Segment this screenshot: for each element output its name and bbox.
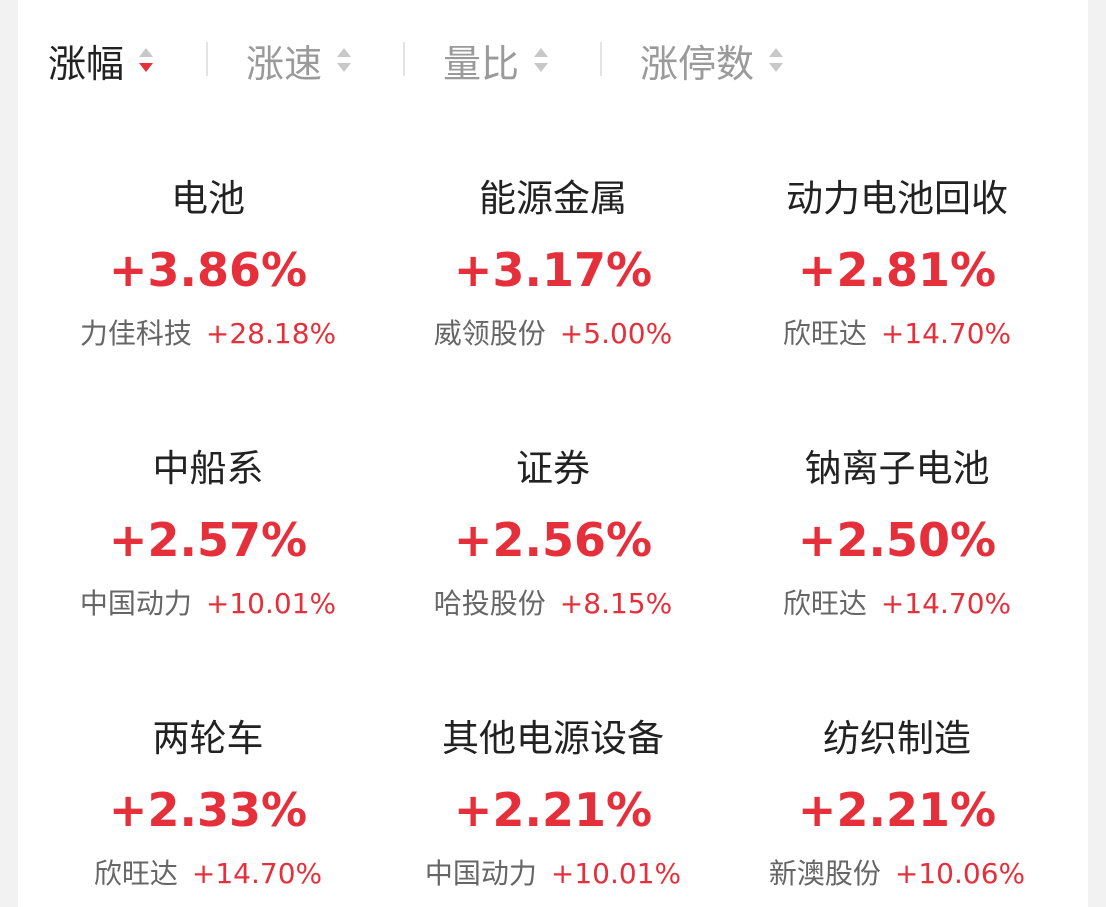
sector-name: 动力电池回收 [786, 177, 1008, 220]
leader-row: 欣旺达 +14.70% [732, 582, 1062, 626]
sector-cell[interactable]: 证券 +2.56% 哈投股份 +8.15% [388, 444, 718, 626]
sector-name: 两轮车 [152, 717, 264, 760]
sector-name: 电池 [171, 177, 245, 220]
leader-change: +14.70% [880, 317, 1012, 350]
sort-down [139, 63, 154, 72]
sector-cell[interactable]: 能源金属 +3.17% 威领股份 +5.00% [388, 174, 718, 356]
leader-name: 欣旺达 [782, 587, 867, 620]
sort-arrows [769, 48, 784, 72]
sector-name: 证券 [516, 447, 590, 490]
leader-row: 力佳科技 +28.18% [43, 312, 373, 356]
sort-up [769, 48, 784, 57]
sector-cell[interactable]: 钠离子电池 +2.50% 欣旺达 +14.70% [732, 444, 1062, 626]
leader-row: 新澳股份 +10.06% [732, 852, 1062, 896]
sort-tab[interactable]: 涨停数 [640, 36, 786, 86]
leader-row: 欣旺达 +14.70% [732, 312, 1062, 356]
leader-change: +5.00% [559, 317, 673, 350]
sector-change: +2.81% [797, 243, 997, 297]
leader-name: 欣旺达 [782, 317, 867, 350]
leader-row: 哈投股份 +8.15% [388, 582, 718, 626]
sort-arrows [534, 48, 549, 72]
sector-change: +3.17% [453, 243, 653, 297]
sort-down [337, 63, 352, 72]
sector-cell[interactable]: 动力电池回收 +2.81% 欣旺达 +14.70% [732, 174, 1062, 356]
leader-name: 新澳股份 [768, 857, 881, 890]
sort-tab[interactable]: 量比 [443, 36, 551, 86]
leader-name: 中国动力 [79, 587, 192, 620]
sector-cell[interactable]: 纺织制造 +2.21% 新澳股份 +10.06% [732, 714, 1062, 896]
sector-cell[interactable]: 其他电源设备 +2.21% 中国动力 +10.01% [388, 714, 718, 896]
sector-name: 中船系 [152, 447, 264, 490]
leader-name: 哈投股份 [433, 587, 546, 620]
tab-label: 涨停数 [640, 41, 755, 86]
sort-arrows [139, 48, 154, 72]
sector-name: 其他电源设备 [442, 717, 664, 760]
sector-card: 涨幅 涨速 量比 涨停数电池 +3.86% 力佳科技 +28.18% 能源金属 +3.17% 威领… [18, 0, 1088, 907]
sector-name: 能源金属 [479, 177, 627, 220]
leader-change: +8.15% [559, 587, 673, 620]
leader-change: +14.70% [191, 857, 323, 890]
sector-change: +3.86% [108, 243, 308, 297]
tab-label: 涨速 [246, 41, 323, 86]
sector-name: 钠离子电池 [804, 447, 990, 490]
sort-tab[interactable]: 涨速 [246, 36, 354, 86]
leader-change: +10.01% [550, 857, 682, 890]
sort-down [769, 63, 784, 72]
sort-up [534, 48, 549, 57]
sort-up [337, 48, 352, 57]
sort-up [139, 48, 154, 57]
sector-name: 纺织制造 [823, 717, 971, 760]
sector-change: +2.50% [797, 513, 997, 567]
tab-separator [206, 42, 208, 76]
leader-row: 中国动力 +10.01% [388, 852, 718, 896]
leader-name: 中国动力 [424, 857, 537, 890]
leader-row: 欣旺达 +14.70% [43, 852, 373, 896]
sort-tab[interactable]: 涨幅 [48, 36, 156, 86]
tab-separator [403, 42, 405, 76]
leader-row: 威领股份 +5.00% [388, 312, 718, 356]
leader-change: +10.01% [205, 587, 337, 620]
leader-name: 威领股份 [433, 317, 546, 350]
sector-cell[interactable]: 中船系 +2.57% 中国动力 +10.01% [43, 444, 373, 626]
tab-label: 涨幅 [48, 41, 125, 86]
leader-change: +28.18% [205, 317, 337, 350]
sector-change: +2.56% [453, 513, 653, 567]
sector-change: +2.21% [453, 783, 653, 837]
sector-cell[interactable]: 两轮车 +2.33% 欣旺达 +14.70% [43, 714, 373, 896]
sector-change: +2.33% [108, 783, 308, 837]
tab-separator [600, 42, 602, 76]
sort-arrows [337, 48, 352, 72]
leader-change: +10.06% [894, 857, 1026, 890]
sector-change: +2.57% [108, 513, 308, 567]
leader-row: 中国动力 +10.01% [43, 582, 373, 626]
leader-change: +14.70% [880, 587, 1012, 620]
sector-cell[interactable]: 电池 +3.86% 力佳科技 +28.18% [43, 174, 373, 356]
sector-change: +2.21% [797, 783, 997, 837]
leader-name: 欣旺达 [93, 857, 178, 890]
leader-name: 力佳科技 [79, 317, 192, 350]
tab-label: 量比 [443, 41, 520, 86]
sort-down [534, 63, 549, 72]
